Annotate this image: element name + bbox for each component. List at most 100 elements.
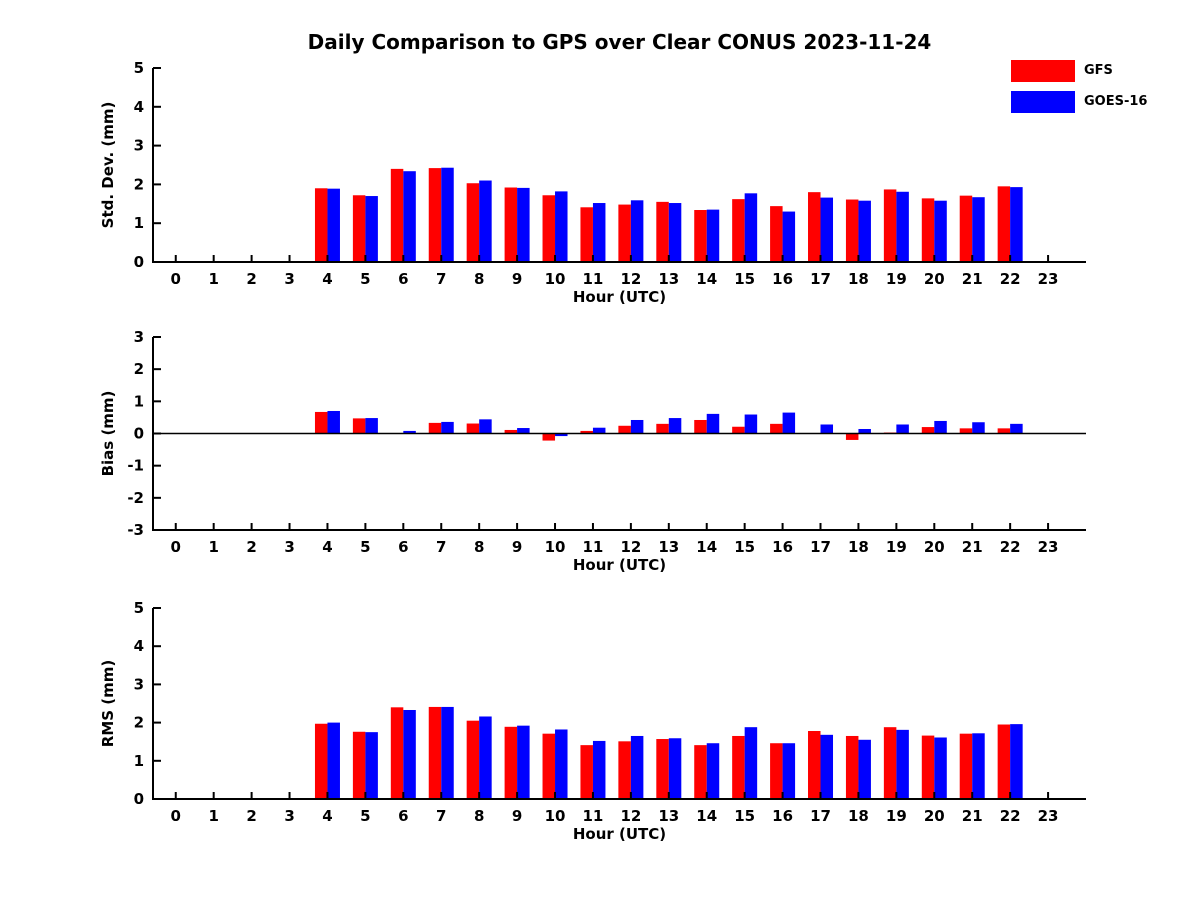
bar-bias-goes-16-h13 [668, 418, 682, 434]
y-tick-label-std-dev: 4 [134, 98, 144, 116]
x-tick-label-std-dev: 1 [208, 270, 218, 288]
bar-bias-goes-16-h20 [934, 420, 947, 434]
y-tick-label-rms: 3 [134, 675, 144, 693]
x-tick-label-rms: 9 [512, 807, 522, 825]
bar-rms-gfs-h8 [466, 720, 480, 799]
x-tick-label-std-dev: 2 [246, 270, 256, 288]
bar-rms-goes-16-h13 [668, 738, 682, 799]
bar-rms-goes-16-h6 [403, 709, 416, 799]
bar-bias-goes-16-h22 [1010, 423, 1023, 434]
x-tick-label-rms: 5 [360, 807, 370, 825]
x-tick-label-std-dev: 17 [810, 270, 831, 288]
x-tick-label-bias: 22 [1000, 538, 1021, 556]
bar-rms-gfs-h7 [428, 706, 442, 799]
x-tick-label-bias: 1 [208, 538, 218, 556]
x-tick-label-std-dev: 23 [1038, 270, 1059, 288]
bar-bias-goes-16-h14 [706, 413, 720, 434]
x-tick-label-bias: 14 [696, 538, 717, 556]
bar-bias-gfs-h14 [694, 419, 707, 434]
bar-std-dev-gfs-h4 [314, 188, 328, 262]
x-tick-label-rms: 10 [545, 807, 566, 825]
bar-bias-goes-16-h6 [403, 430, 416, 434]
bar-std-dev-gfs-h8 [466, 183, 480, 262]
x-tick-label-rms: 17 [810, 807, 831, 825]
x-tick-label-rms: 8 [474, 807, 484, 825]
y-axis-label-std-dev: Std. Dev. (mm) [99, 102, 117, 229]
bar-bias-goes-16-h16 [782, 412, 796, 434]
x-tick-label-bias: 6 [398, 538, 408, 556]
x-tick-label-std-dev: 5 [360, 270, 370, 288]
bar-std-dev-goes-16-h15 [744, 193, 758, 262]
bar-rms-gfs-h22 [997, 724, 1011, 799]
x-tick-label-bias: 21 [962, 538, 983, 556]
bar-std-dev-goes-16-h6 [403, 171, 416, 262]
bar-rms-gfs-h6 [390, 707, 404, 799]
bar-bias-gfs-h7 [428, 422, 442, 434]
bar-std-dev-goes-16-h12 [630, 200, 644, 262]
bar-rms-gfs-h9 [504, 726, 518, 799]
bar-bias-gfs-h11 [580, 430, 593, 434]
legend-entry-gfs: GFS [1011, 60, 1147, 82]
bar-rms-goes-16-h12 [630, 735, 644, 799]
bar-bias-gfs-h10 [542, 433, 556, 441]
bar-bias-gfs-h12 [618, 425, 631, 434]
bar-bias-gfs-h21 [959, 428, 973, 434]
bar-std-dev-gfs-h7 [428, 168, 442, 262]
bar-std-dev-goes-16-h9 [517, 187, 530, 262]
y-tick-label-bias: 2 [134, 360, 144, 378]
x-tick-label-bias: 23 [1038, 538, 1059, 556]
bar-rms-gfs-h19 [883, 727, 897, 799]
bar-rms-gfs-h20 [921, 735, 935, 799]
x-tick-label-bias: 7 [436, 538, 446, 556]
x-tick-label-rms: 6 [398, 807, 408, 825]
bar-rms-goes-16-h5 [365, 732, 378, 799]
bar-std-dev-goes-16-h8 [479, 180, 492, 262]
y-tick-label-bias: -2 [127, 489, 144, 507]
x-tick-label-rms: 4 [322, 807, 332, 825]
x-tick-label-std-dev: 12 [620, 270, 641, 288]
x-tick-label-rms: 13 [658, 807, 679, 825]
bar-bias-goes-16-h18 [858, 428, 871, 434]
bar-bias-goes-16-h12 [630, 419, 644, 434]
bar-std-dev-goes-16-h21 [972, 197, 985, 262]
bar-std-dev-gfs-h22 [997, 186, 1011, 262]
bar-rms-goes-16-h20 [934, 737, 947, 799]
bar-std-dev-goes-16-h4 [327, 188, 340, 262]
x-tick-label-std-dev: 8 [474, 270, 484, 288]
x-tick-label-bias: 2 [246, 538, 256, 556]
bar-bias-gfs-h16 [770, 423, 783, 434]
bar-rms-goes-16-h9 [517, 725, 530, 799]
bar-std-dev-gfs-h13 [656, 201, 669, 262]
bar-rms-goes-16-h16 [782, 743, 796, 799]
bar-std-dev-gfs-h9 [504, 187, 518, 262]
bar-rms-goes-16-h4 [327, 722, 340, 799]
x-tick-label-rms: 19 [886, 807, 907, 825]
bar-rms-goes-16-h17 [820, 734, 834, 799]
bar-bias-gfs-h5 [352, 418, 366, 434]
bar-bias-goes-16-h15 [744, 414, 758, 434]
bar-rms-gfs-h10 [542, 733, 556, 799]
bar-bias-goes-16-h5 [365, 418, 378, 434]
x-tick-label-bias: 17 [810, 538, 831, 556]
bar-std-dev-gfs-h14 [694, 210, 707, 262]
y-tick-label-rms: 0 [134, 790, 144, 808]
x-tick-label-rms: 21 [962, 807, 983, 825]
bar-bias-gfs-h18 [845, 433, 859, 440]
x-tick-label-bias: 18 [848, 538, 869, 556]
chart-title: Daily Comparison to GPS over Clear CONUS… [307, 30, 932, 54]
bar-std-dev-goes-16-h19 [896, 191, 909, 262]
bar-bias-gfs-h4 [314, 411, 328, 434]
y-tick-label-std-dev: 1 [134, 214, 144, 232]
bar-std-dev-gfs-h17 [808, 192, 821, 262]
bar-bias-goes-16-h11 [592, 427, 606, 434]
bar-std-dev-goes-16-h18 [858, 200, 871, 262]
x-tick-label-bias: 0 [171, 538, 181, 556]
x-tick-label-bias: 16 [772, 538, 793, 556]
bar-rms-goes-16-h14 [706, 743, 720, 799]
x-tick-label-bias: 3 [284, 538, 294, 556]
bar-rms-goes-16-h8 [479, 716, 492, 799]
bar-rms-gfs-h13 [656, 739, 669, 799]
legend-entry-goes16: GOES-16 [1011, 91, 1147, 113]
y-tick-label-rms: 5 [134, 599, 144, 617]
